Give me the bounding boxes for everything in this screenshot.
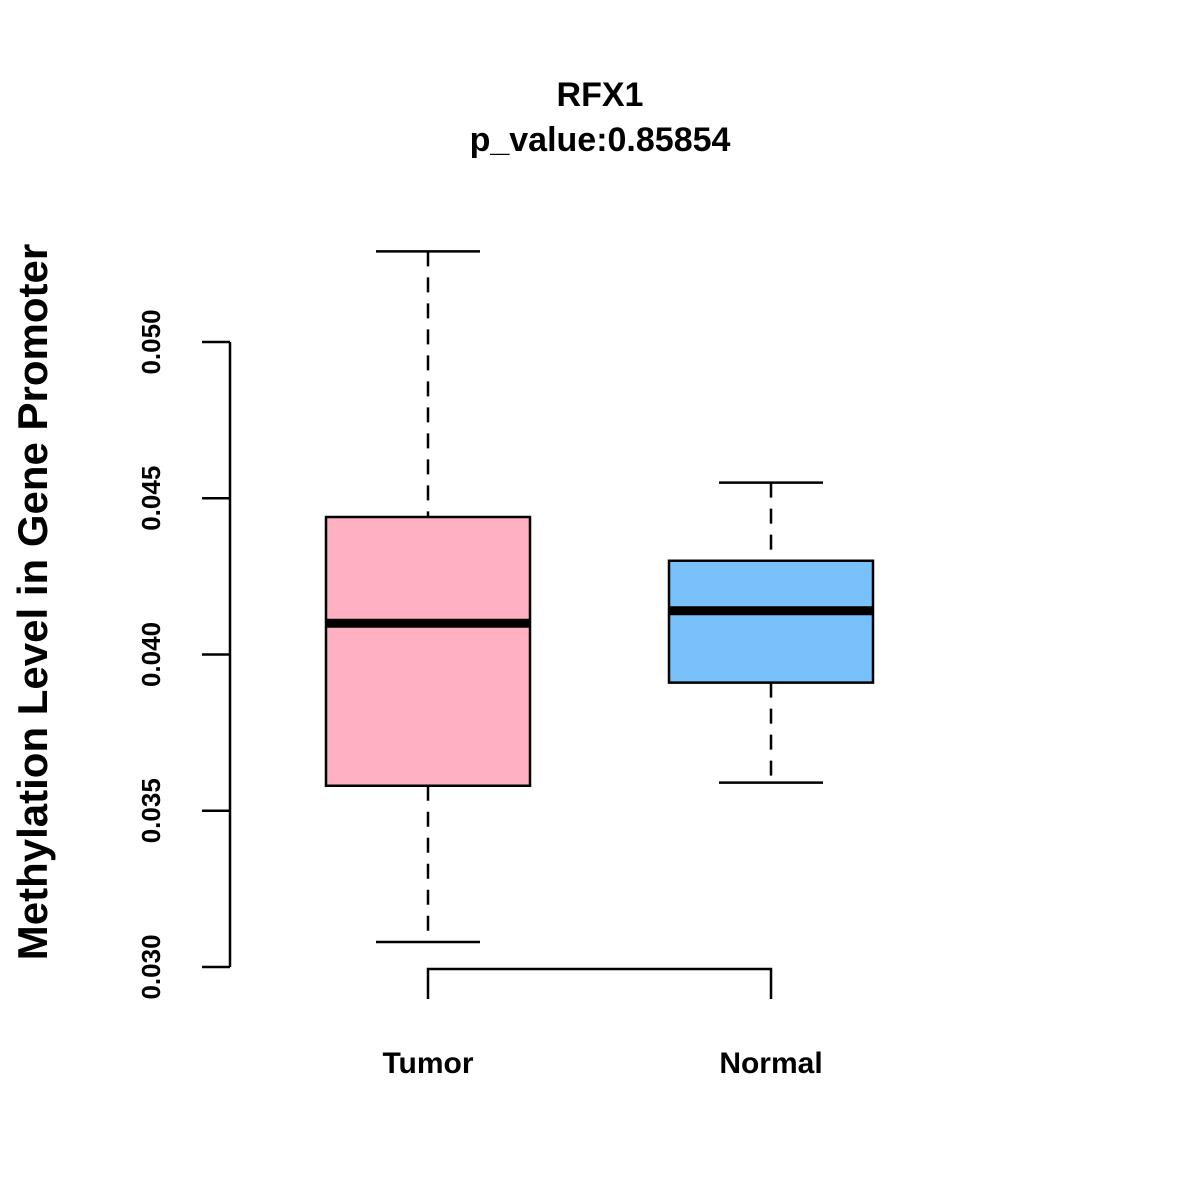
x-category-label: Normal xyxy=(719,1047,822,1080)
x-category-label: Tumor xyxy=(382,1047,473,1080)
y-tick-label: 0.040 xyxy=(136,622,166,687)
significance-bracket-group xyxy=(426,967,773,999)
box-tumor xyxy=(324,250,532,944)
y-axis: 0.030 0.035 0.040 0.045 0.050 xyxy=(136,309,232,1000)
significance-bracket xyxy=(426,967,773,999)
y-tick-label: 0.050 xyxy=(136,309,166,374)
box-normal xyxy=(667,481,875,784)
y-tick-label: 0.045 xyxy=(136,466,166,531)
category-labels: Tumor Normal xyxy=(382,1047,822,1080)
y-tick-label: 0.035 xyxy=(136,778,166,843)
chart-title: RFX1 xyxy=(557,76,644,114)
y-tick-label: 0.030 xyxy=(136,934,166,999)
boxes-group xyxy=(324,250,875,944)
iqr-box xyxy=(324,515,532,787)
y-axis-label: Methylation Level in Gene Promoter xyxy=(9,244,56,960)
iqr-box xyxy=(667,559,875,684)
chart-subtitle: p_value:0.85854 xyxy=(470,121,731,159)
